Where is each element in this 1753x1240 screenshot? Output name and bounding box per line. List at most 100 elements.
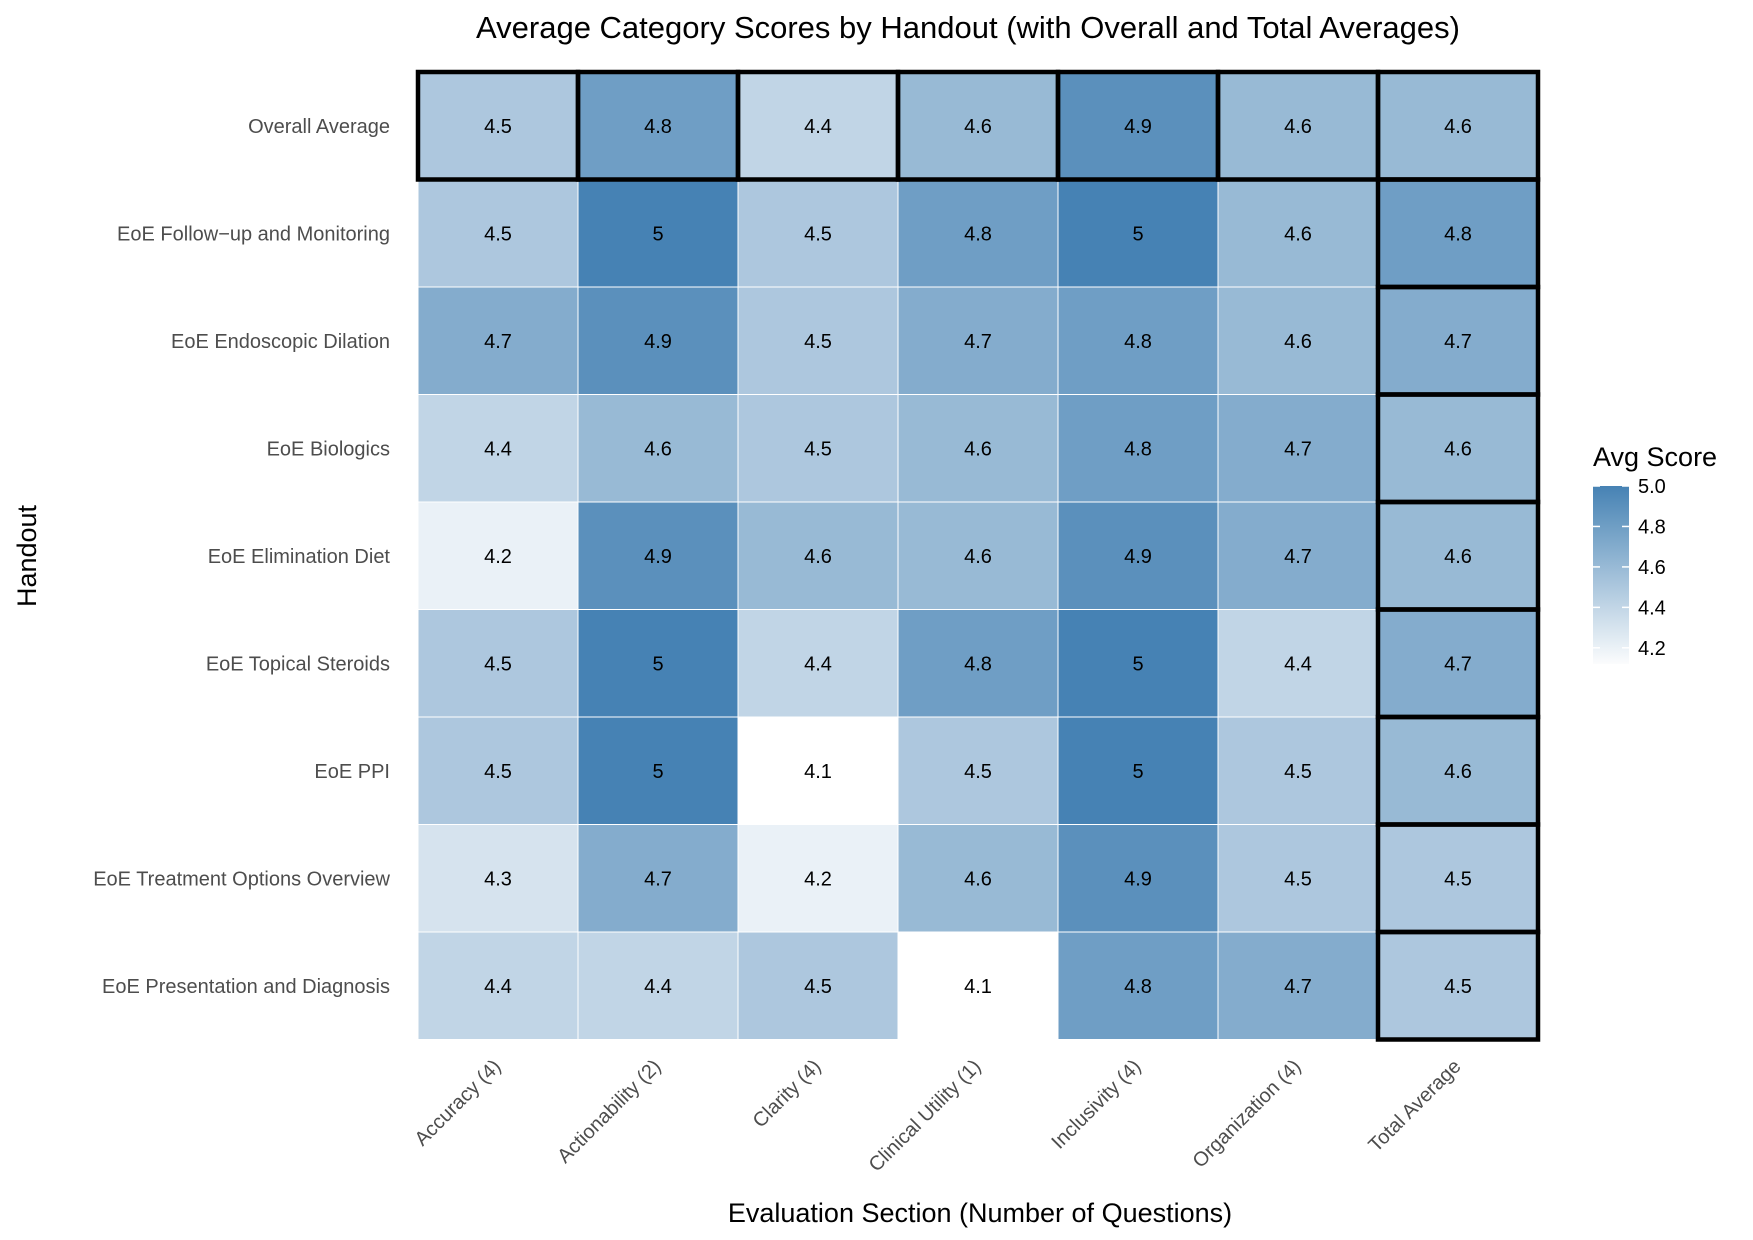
cell-value-label: 4.7 bbox=[644, 868, 672, 890]
legend-tick-label: 4.4 bbox=[1638, 597, 1666, 619]
row-label: Overall Average bbox=[248, 116, 390, 138]
cell-value-label: 4.6 bbox=[1284, 331, 1312, 353]
cell-value-label: 4.7 bbox=[1444, 331, 1472, 353]
cell-value-label: 4.2 bbox=[484, 546, 512, 568]
heatmap-cell bbox=[577, 824, 739, 933]
row-label: EoE PPI bbox=[314, 761, 390, 783]
row-label: EoE Treatment Options Overview bbox=[93, 868, 390, 890]
heatmap-cell bbox=[417, 286, 579, 395]
cell-value-label: 4.5 bbox=[484, 653, 512, 675]
cell-value-label: 4.1 bbox=[804, 761, 832, 783]
column-label: Accuracy (4) bbox=[411, 1055, 506, 1150]
heatmap-cell bbox=[1057, 716, 1219, 825]
heatmap-cell bbox=[1057, 824, 1219, 933]
heatmap-cell bbox=[737, 716, 899, 825]
cell-value-label: 4.5 bbox=[1444, 868, 1472, 890]
heatmap-cell bbox=[897, 394, 1059, 503]
heatmap-cell bbox=[1217, 931, 1379, 1040]
cell-value-label: 4.9 bbox=[1124, 546, 1152, 568]
heatmap-cell bbox=[897, 824, 1059, 933]
cell-value-label: 4.5 bbox=[804, 438, 832, 460]
cell-value-label: 4.7 bbox=[1284, 976, 1312, 998]
heatmap-cell bbox=[1217, 286, 1379, 395]
cell-value-label: 4.5 bbox=[1444, 976, 1472, 998]
legend-ticks: 5.0 4.8 4.6 4.4 4.2 bbox=[1593, 476, 1666, 660]
heatmap-cell bbox=[577, 286, 739, 395]
cell-value-label: 4.9 bbox=[644, 546, 672, 568]
cell-value-label: 4.5 bbox=[1284, 761, 1312, 783]
heatmap-cell bbox=[1057, 286, 1219, 395]
cell-value-label: 4.8 bbox=[1124, 976, 1152, 998]
column-label: Total Average bbox=[1365, 1055, 1466, 1156]
cell-value-label: 4.8 bbox=[964, 653, 992, 675]
cell-value-label: 4.8 bbox=[1444, 223, 1472, 245]
heatmap-cell bbox=[737, 609, 899, 718]
legend-color-bar bbox=[1593, 486, 1629, 664]
cell-value-label: 4.9 bbox=[1124, 868, 1152, 890]
cell-value-label: 4.6 bbox=[964, 116, 992, 138]
cell-value-label: 4.5 bbox=[1284, 868, 1312, 890]
heatmap-cell bbox=[1217, 179, 1379, 288]
cell-value-label: 4.6 bbox=[964, 438, 992, 460]
heatmap-cell bbox=[737, 286, 899, 395]
cell-value-label: 4.9 bbox=[1124, 116, 1152, 138]
heatmap-cell bbox=[1377, 286, 1539, 395]
row-label: EoE Biologics bbox=[267, 438, 390, 460]
cell-value-label: 5 bbox=[1132, 653, 1143, 675]
color-legend: Avg Score 5.0 4.8 4.6 4.4 4.2 bbox=[1593, 442, 1717, 664]
heatmap-cell bbox=[897, 609, 1059, 718]
cell-value-label: 4.7 bbox=[1284, 546, 1312, 568]
cell-value-label: 4.4 bbox=[644, 976, 672, 998]
cell-value-label: 4.4 bbox=[1284, 653, 1312, 675]
legend-title: Avg Score bbox=[1593, 442, 1717, 472]
cell-value-label: 4.6 bbox=[1444, 116, 1472, 138]
heatmap-cell bbox=[1377, 609, 1539, 718]
heatmap-cell bbox=[417, 609, 579, 718]
cell-value-label: 4.6 bbox=[1444, 438, 1472, 460]
cell-value-label: 4.7 bbox=[1444, 653, 1472, 675]
heatmap-cell bbox=[417, 71, 579, 180]
row-label: EoE Follow−up and Monitoring bbox=[117, 223, 390, 245]
cell-value-label: 4.5 bbox=[484, 761, 512, 783]
cell-value-label: 4.8 bbox=[964, 223, 992, 245]
heatmap-cell bbox=[897, 931, 1059, 1040]
cell-value-label: 4.6 bbox=[644, 438, 672, 460]
cell-value-label: 4.5 bbox=[484, 223, 512, 245]
cell-value-label: 4.6 bbox=[1444, 546, 1472, 568]
legend-tick-label: 5.0 bbox=[1638, 476, 1666, 498]
cell-value-label: 4.1 bbox=[964, 976, 992, 998]
heatmap-cell bbox=[1217, 824, 1379, 933]
heatmap-cell bbox=[737, 179, 899, 288]
cell-value-label: 4.6 bbox=[964, 546, 992, 568]
column-label: Clinical Utility (1) bbox=[865, 1055, 986, 1176]
cell-value-label: 4.6 bbox=[1284, 223, 1312, 245]
heatmap-cell bbox=[1057, 931, 1219, 1040]
cell-value-label: 4.4 bbox=[804, 653, 832, 675]
row-label: EoE Endoscopic Dilation bbox=[171, 331, 390, 353]
cell-value-label: 5 bbox=[652, 223, 663, 245]
legend-tick-label: 4.8 bbox=[1638, 516, 1666, 538]
cell-value-label: 4.4 bbox=[484, 438, 512, 460]
column-label: Clarity (4) bbox=[749, 1055, 826, 1132]
heatmap-cells bbox=[417, 71, 1539, 1040]
highlight-borders bbox=[415, 69, 1541, 1042]
heatmap-cell bbox=[417, 501, 579, 610]
heatmap-cell bbox=[897, 286, 1059, 395]
heatmap-cell bbox=[417, 179, 579, 288]
heatmap-cell bbox=[1057, 179, 1219, 288]
column-labels: Accuracy (4) Actionability (2) Clarity (4)… bbox=[411, 1055, 1466, 1176]
heatmap-cell bbox=[737, 931, 899, 1040]
cell-value-label: 4.5 bbox=[804, 976, 832, 998]
heatmap-cell bbox=[417, 931, 579, 1040]
cell-value-label: 4.4 bbox=[804, 116, 832, 138]
cell-value-label: 4.8 bbox=[1124, 438, 1152, 460]
row-labels: Overall Average EoE Follow−up and Monitor… bbox=[93, 116, 390, 998]
heatmap-cell bbox=[417, 716, 579, 825]
row-label: EoE Topical Steroids bbox=[206, 653, 390, 675]
cell-value-label: 4.5 bbox=[484, 116, 512, 138]
column-label: Actionability (2) bbox=[553, 1055, 665, 1167]
heatmap-cell bbox=[1377, 394, 1539, 503]
heatmap-cell bbox=[417, 824, 579, 933]
heatmap-cell bbox=[1377, 501, 1539, 610]
